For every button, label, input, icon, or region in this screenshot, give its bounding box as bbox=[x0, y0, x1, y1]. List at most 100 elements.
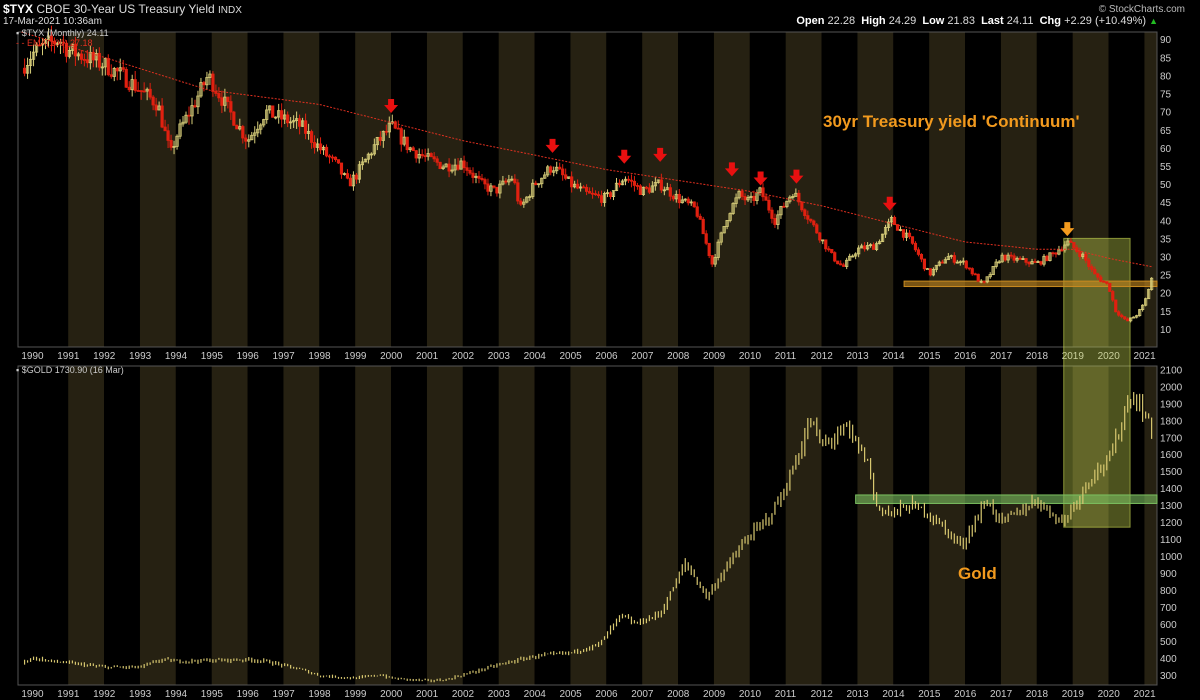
tyx-candle-body bbox=[854, 253, 858, 257]
gold-support-band bbox=[855, 494, 1158, 504]
tyx-candle-body bbox=[136, 90, 140, 92]
tyx-candle-body bbox=[79, 53, 83, 60]
gold-x-tick-2007: 2007 bbox=[631, 689, 654, 700]
gold-y-tick-2100: 2100 bbox=[1160, 365, 1183, 376]
gold-x-tick-2006: 2006 bbox=[595, 689, 618, 700]
tyx-candle-body bbox=[471, 172, 475, 178]
tyx-candle-body bbox=[483, 179, 487, 185]
tyx-candle-body bbox=[976, 273, 980, 282]
tyx-candle-body bbox=[955, 261, 959, 264]
tyx-candle-body bbox=[525, 196, 529, 203]
tyx-candle-body bbox=[208, 73, 212, 78]
tyx-candle-body bbox=[973, 273, 977, 276]
tyx-candle-body bbox=[97, 53, 101, 68]
tyx-candle-body bbox=[489, 185, 493, 192]
gold-x-tick-1995: 1995 bbox=[201, 689, 224, 700]
tyx-candle-body bbox=[202, 82, 206, 86]
tyx-candle-body bbox=[127, 86, 131, 91]
marker-down-arrow-icon bbox=[617, 149, 632, 164]
year-band-top-1995 bbox=[211, 32, 248, 347]
tyx-x-tick-2002: 2002 bbox=[452, 351, 475, 362]
tyx-candle-body bbox=[223, 96, 227, 106]
tyx-candle-body bbox=[480, 177, 484, 180]
tyx-candle-body bbox=[259, 124, 263, 130]
tyx-candle-body bbox=[958, 261, 962, 264]
year-band-top-2011 bbox=[785, 32, 822, 347]
tyx-candle-body bbox=[871, 244, 876, 250]
gold-x-tick-2019: 2019 bbox=[1062, 689, 1085, 700]
tyx-candle-body bbox=[1090, 266, 1094, 270]
tyx-x-tick-2003: 2003 bbox=[488, 351, 511, 362]
tyx-candle-body bbox=[940, 261, 944, 264]
tyx-candle-body bbox=[1093, 268, 1097, 275]
tyx-candle-body bbox=[1126, 318, 1130, 322]
year-band-bottom-2021 bbox=[1144, 366, 1157, 685]
marker-down-arrow-icon bbox=[789, 169, 804, 184]
gold-x-tick-2021: 2021 bbox=[1133, 689, 1156, 700]
gold-y-tick-1100: 1100 bbox=[1160, 535, 1182, 546]
tyx-candle-body bbox=[205, 77, 209, 86]
tyx-candle-body bbox=[994, 261, 998, 267]
tyx-candle-body bbox=[579, 186, 583, 189]
marker-down-arrow-icon bbox=[753, 171, 768, 186]
tyx-candle-body bbox=[309, 131, 314, 143]
tyx-candle-body bbox=[1015, 257, 1019, 261]
tyx-candle-body bbox=[450, 169, 454, 172]
open-label: Open bbox=[796, 15, 825, 27]
year-band-bottom-2018 bbox=[1036, 366, 1073, 685]
tyx-candle-body bbox=[438, 161, 442, 169]
tyx-candle-body bbox=[746, 197, 750, 201]
gold-legend-text: $GOLD 1730.90 (16 Mar) bbox=[21, 365, 124, 375]
tyx-candle-body bbox=[964, 260, 968, 269]
tyx-x-tick-2017: 2017 bbox=[990, 351, 1013, 362]
tyx-candle-body bbox=[910, 236, 915, 244]
tyx-candle-body bbox=[785, 200, 789, 207]
year-band-top-2005 bbox=[570, 32, 607, 347]
tyx-candle-body bbox=[76, 53, 80, 57]
tyx-candle-body bbox=[1042, 255, 1046, 265]
tyx-x-tick-2009: 2009 bbox=[703, 351, 726, 362]
tyx-x-tick-2020: 2020 bbox=[1098, 351, 1121, 362]
tyx-candle-body bbox=[268, 105, 272, 111]
tyx-candle-body bbox=[522, 201, 526, 205]
tyx-candle-body bbox=[1024, 258, 1028, 263]
tyx-candle-body bbox=[848, 255, 852, 261]
tyx-candle-body bbox=[886, 221, 891, 228]
tyx-candle-body bbox=[770, 209, 774, 219]
year-band-top-2001 bbox=[426, 32, 463, 347]
tyx-candle-body bbox=[244, 137, 248, 142]
tyx-y-tick-30: 30 bbox=[1160, 252, 1172, 263]
gold-y-tick-2000: 2000 bbox=[1160, 382, 1183, 393]
gold-x-tick-1993: 1993 bbox=[129, 689, 152, 700]
tyx-candle-body bbox=[318, 143, 323, 151]
watermark-label: © StockCharts.com bbox=[1098, 4, 1185, 15]
tyx-candle-body bbox=[453, 164, 457, 171]
tyx-candle-body bbox=[1066, 240, 1070, 246]
tyx-candle-body bbox=[214, 91, 218, 94]
tyx-candle-body bbox=[1132, 316, 1136, 319]
tyx-candle-body bbox=[172, 145, 176, 148]
tyx-candle-body bbox=[178, 123, 182, 137]
tyx-candle-body bbox=[429, 153, 433, 158]
exchange-label: INDX bbox=[218, 5, 242, 16]
tyx-candle-body bbox=[534, 182, 538, 185]
tyx-candle-body bbox=[1036, 261, 1040, 263]
tyx-candle-body bbox=[1009, 254, 1013, 257]
tyx-candle-body bbox=[286, 114, 290, 124]
tyx-candle-body bbox=[423, 155, 427, 158]
tyx-candle-body bbox=[414, 150, 418, 159]
tyx-candle-body bbox=[880, 233, 885, 243]
gold-x-tick-2000: 2000 bbox=[380, 689, 403, 700]
tyx-candle-body bbox=[333, 156, 338, 161]
gold-y-tick-700: 700 bbox=[1160, 603, 1177, 614]
tyx-y-tick-60: 60 bbox=[1160, 144, 1172, 155]
tyx-candle-body bbox=[979, 280, 983, 283]
tyx-candle-body bbox=[537, 183, 541, 186]
tyx-candle-body bbox=[468, 169, 472, 174]
year-band-top-2008 bbox=[678, 32, 714, 347]
tyx-candle-body bbox=[1057, 249, 1061, 255]
tyx-candle-body bbox=[238, 126, 242, 130]
tyx-candle-body bbox=[764, 196, 768, 201]
tyx-candle-body bbox=[1081, 253, 1085, 257]
tyx-candle-body bbox=[420, 154, 424, 157]
